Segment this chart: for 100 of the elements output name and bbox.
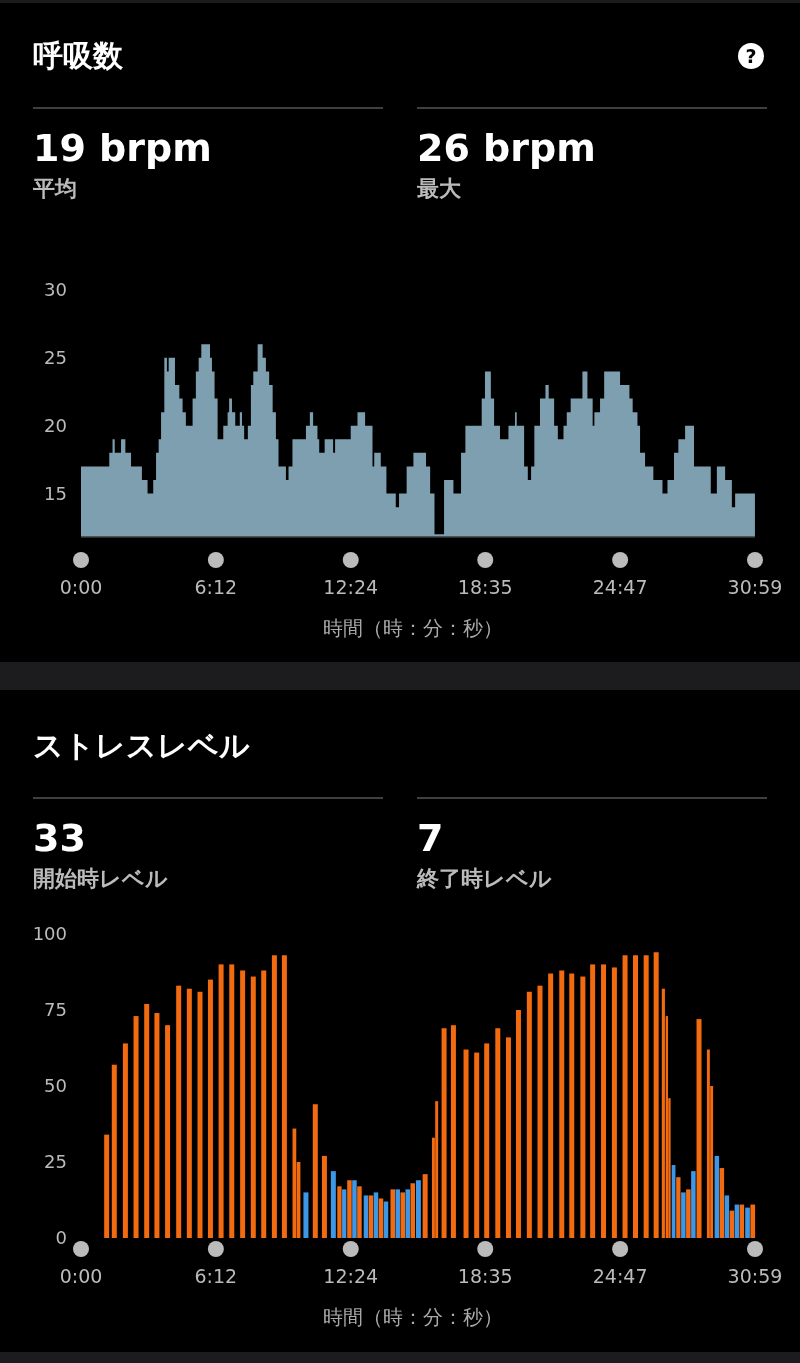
bar [450, 1025, 456, 1238]
bar [653, 952, 659, 1238]
bar [463, 1049, 469, 1238]
bar [661, 988, 665, 1238]
bar [750, 1204, 756, 1238]
bar [390, 1189, 395, 1238]
bar [250, 976, 256, 1238]
bar [330, 1171, 336, 1238]
bar [474, 1052, 480, 1238]
bar [691, 1171, 696, 1238]
text: 終了時レベル [416, 866, 552, 891]
bar [484, 1043, 490, 1238]
bar [342, 1189, 347, 1238]
bar [410, 1183, 415, 1238]
x-tick-label: 12:24 [323, 1265, 379, 1287]
y-tick-label: 50 [44, 1075, 67, 1096]
bar [281, 955, 287, 1238]
bar [622, 955, 628, 1238]
y-tick-label: 100 [32, 923, 67, 944]
bar [133, 1016, 139, 1238]
bar [676, 1177, 681, 1238]
chart-title: ストレスレベル [33, 728, 250, 763]
bar [176, 985, 182, 1238]
x-tick-label: 0:00 [59, 1265, 103, 1287]
y-tick-label: 30 [44, 279, 67, 300]
x-axis-title: 時間（時：分：秒） [323, 616, 503, 640]
bar [611, 967, 617, 1238]
bar [548, 973, 554, 1238]
bar [515, 1010, 521, 1238]
text: 33 [33, 816, 86, 860]
y-tick-label: 15 [44, 482, 67, 504]
x-tick-label: 6:12 [194, 576, 238, 598]
bar [337, 1186, 342, 1238]
bar [422, 1174, 428, 1238]
bar [312, 1104, 318, 1238]
bar [218, 964, 224, 1238]
x-tick-label: 30:59 [727, 1265, 783, 1287]
bar [559, 970, 565, 1238]
y-tick-label: 25 [44, 346, 67, 368]
bar [186, 988, 192, 1238]
y-tick-label: 0 [55, 1227, 67, 1248]
bar [154, 1013, 160, 1238]
bar [271, 955, 277, 1238]
bar [104, 1134, 110, 1238]
bar [378, 1198, 384, 1238]
bar [197, 991, 203, 1238]
bar [435, 1101, 439, 1238]
bar [122, 1043, 128, 1238]
bar [303, 1192, 309, 1238]
bar [495, 1028, 501, 1238]
bar [207, 979, 213, 1238]
bar [229, 964, 235, 1238]
bar [400, 1192, 405, 1238]
bar [415, 1180, 421, 1238]
bar [373, 1192, 379, 1238]
x-axis-title: 時間（時：分：秒） [323, 1305, 503, 1329]
bar [405, 1189, 410, 1238]
bar [144, 1003, 150, 1238]
bar [368, 1195, 374, 1238]
x-tick-label: 18:35 [457, 1265, 513, 1287]
bar [111, 1064, 117, 1238]
bar [357, 1186, 362, 1238]
x-tick-label: 0:00 [59, 576, 103, 598]
text: 19 brpm [33, 126, 212, 170]
bar [696, 1019, 702, 1238]
text: 最大 [416, 176, 462, 201]
bar [686, 1189, 691, 1238]
x-tick-label: 24:47 [592, 576, 648, 598]
bar [681, 1192, 686, 1238]
bar [745, 1207, 750, 1238]
y-tick-label: 20 [44, 414, 67, 436]
chart-title: 呼吸数 [33, 38, 124, 73]
text: 7 [417, 816, 444, 860]
bar [590, 964, 596, 1238]
bar [706, 1049, 710, 1238]
x-tick-label: 18:35 [457, 576, 513, 598]
bar [395, 1189, 400, 1238]
bar [321, 1155, 327, 1238]
x-tick-label: 30:59 [727, 576, 783, 598]
bar [724, 1195, 730, 1238]
bar [347, 1180, 352, 1238]
bar [240, 970, 246, 1238]
bar [505, 1037, 511, 1238]
help-icon: ? [738, 43, 764, 69]
bar [633, 955, 638, 1238]
bar [441, 1028, 447, 1238]
text: 平均 [32, 176, 77, 201]
bar [261, 970, 267, 1238]
bar [165, 1025, 171, 1238]
bar [580, 976, 586, 1238]
y-tick-label: 25 [44, 1151, 67, 1172]
x-tick-label: 24:47 [592, 1265, 648, 1287]
x-tick-label: 6:12 [194, 1265, 238, 1287]
bar [363, 1195, 369, 1238]
y-tick-label: 75 [44, 999, 67, 1020]
bar [643, 955, 649, 1238]
text: 26 brpm [417, 126, 596, 170]
bar [526, 991, 532, 1238]
x-tick-label: 12:24 [323, 576, 379, 598]
text: 開始時レベル [33, 866, 168, 891]
